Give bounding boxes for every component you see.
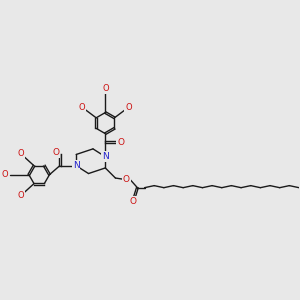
Text: O: O <box>2 170 8 179</box>
Text: O: O <box>129 197 137 206</box>
Text: O: O <box>18 149 24 158</box>
Text: O: O <box>18 191 24 200</box>
Text: O: O <box>125 103 132 112</box>
Text: N: N <box>102 152 109 161</box>
Text: O: O <box>52 148 59 157</box>
Text: N: N <box>73 161 80 170</box>
Text: O: O <box>117 138 124 147</box>
Text: O: O <box>79 103 86 112</box>
Text: O: O <box>102 84 109 93</box>
Text: O: O <box>123 175 130 184</box>
